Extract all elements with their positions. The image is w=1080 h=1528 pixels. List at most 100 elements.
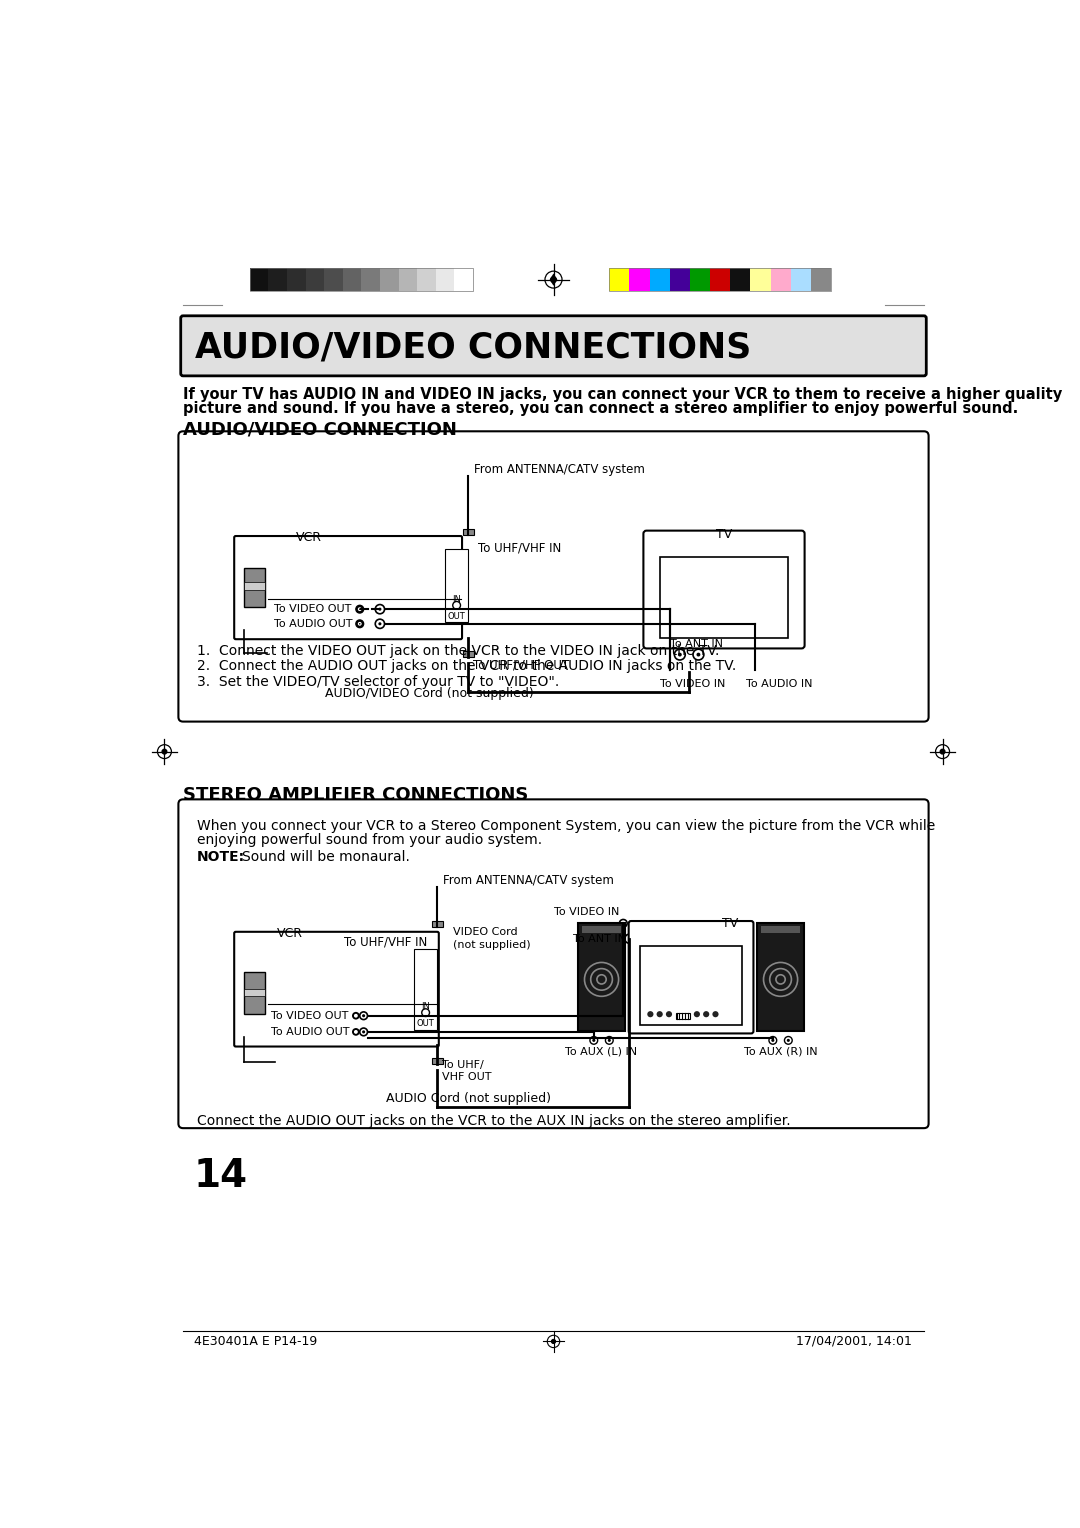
Circle shape <box>608 1039 611 1042</box>
Circle shape <box>647 1012 653 1018</box>
Circle shape <box>375 619 384 628</box>
Circle shape <box>619 920 627 927</box>
Text: VCR: VCR <box>276 927 303 940</box>
Text: picture and sound. If you have a stereo, you can connect a stereo amplifier to e: picture and sound. If you have a stereo,… <box>183 402 1018 416</box>
Circle shape <box>354 1030 357 1034</box>
Circle shape <box>378 608 381 611</box>
Text: VCR: VCR <box>296 532 322 544</box>
Bar <box>432 921 443 927</box>
Text: enjoying powerful sound from your audio system.: enjoying powerful sound from your audio … <box>197 833 542 847</box>
Text: 4E30401A E P14-19: 4E30401A E P14-19 <box>194 1335 318 1348</box>
Text: If your TV has AUDIO IN and VIDEO IN jacks, you can connect your VCR to them to : If your TV has AUDIO IN and VIDEO IN jac… <box>183 387 1063 402</box>
Text: To ANT IN: To ANT IN <box>670 639 723 649</box>
Bar <box>578 923 625 1031</box>
Circle shape <box>362 1015 365 1018</box>
Text: To VIDEO IN: To VIDEO IN <box>661 678 726 689</box>
Text: VHF OUT: VHF OUT <box>442 1073 491 1082</box>
Circle shape <box>360 1028 367 1036</box>
Text: IN: IN <box>453 594 461 604</box>
Text: AUDIO/VIDEO CONNECTION: AUDIO/VIDEO CONNECTION <box>183 420 457 439</box>
Text: IN: IN <box>421 1002 430 1012</box>
Circle shape <box>162 749 166 753</box>
Bar <box>630 267 649 292</box>
Bar <box>463 529 474 535</box>
Circle shape <box>357 622 362 626</box>
Bar <box>417 267 435 292</box>
Circle shape <box>657 1012 663 1018</box>
Text: 1.  Connect the VIDEO OUT jack on the VCR to the VIDEO IN jack on the TV.: 1. Connect the VIDEO OUT jack on the VCR… <box>197 643 719 659</box>
Bar <box>306 267 324 292</box>
FancyBboxPatch shape <box>234 932 438 1047</box>
Circle shape <box>592 1039 595 1042</box>
Circle shape <box>552 1340 555 1343</box>
Bar <box>463 651 474 657</box>
Bar <box>399 267 417 292</box>
Text: From ANTENNA/CATV system: From ANTENNA/CATV system <box>474 463 646 475</box>
Text: From ANTENNA/CATV system: From ANTENNA/CATV system <box>444 874 615 888</box>
Text: To UHF/: To UHF/ <box>442 1060 484 1071</box>
Circle shape <box>356 605 364 613</box>
Circle shape <box>359 608 361 610</box>
Circle shape <box>941 749 945 753</box>
Bar <box>445 549 469 622</box>
Bar <box>342 267 362 292</box>
Text: VIDEO Cord: VIDEO Cord <box>453 927 517 937</box>
Bar <box>380 267 399 292</box>
Bar <box>710 267 730 292</box>
Text: To AUDIO OUT: To AUDIO OUT <box>274 619 353 630</box>
Circle shape <box>422 1008 430 1016</box>
Bar <box>676 1013 690 1019</box>
Text: OUT: OUT <box>448 613 465 622</box>
Bar <box>811 267 831 292</box>
Bar <box>243 582 266 590</box>
Text: NOTE:: NOTE: <box>197 850 245 865</box>
Circle shape <box>693 649 704 660</box>
Bar <box>243 989 266 996</box>
Circle shape <box>606 1036 613 1044</box>
Text: To AUX (L) IN: To AUX (L) IN <box>566 1047 637 1056</box>
Bar <box>287 267 306 292</box>
Bar <box>362 267 380 292</box>
Bar <box>661 556 787 637</box>
Text: Connect the AUDIO OUT jacks on the VCR to the AUX IN jacks on the stereo amplifi: Connect the AUDIO OUT jacks on the VCR t… <box>197 1114 791 1128</box>
Circle shape <box>354 1013 357 1018</box>
Circle shape <box>786 1039 789 1042</box>
Circle shape <box>352 1012 360 1019</box>
Text: To UHF/VHF IN: To UHF/VHF IN <box>477 542 561 555</box>
Bar <box>324 267 342 292</box>
Circle shape <box>703 1012 710 1018</box>
Bar <box>649 267 670 292</box>
Bar <box>640 946 742 1025</box>
Circle shape <box>378 622 381 625</box>
Text: 14: 14 <box>194 1157 248 1195</box>
Text: (not supplied): (not supplied) <box>453 940 530 950</box>
Circle shape <box>693 1012 700 1018</box>
Bar <box>249 267 268 292</box>
FancyBboxPatch shape <box>629 921 754 1033</box>
FancyBboxPatch shape <box>180 316 927 376</box>
Polygon shape <box>550 274 557 286</box>
Circle shape <box>359 623 361 625</box>
Bar <box>249 267 473 292</box>
Text: AUDIO/VIDEO Cord (not supplied): AUDIO/VIDEO Cord (not supplied) <box>325 688 534 700</box>
FancyBboxPatch shape <box>234 536 462 639</box>
Circle shape <box>362 1030 365 1033</box>
Bar <box>414 949 437 1030</box>
Circle shape <box>453 602 460 610</box>
Text: To VIDEO OUT: To VIDEO OUT <box>274 604 352 614</box>
Text: To AUDIO OUT: To AUDIO OUT <box>271 1027 349 1038</box>
Text: Sound will be monaural.: Sound will be monaural. <box>242 850 409 865</box>
Circle shape <box>666 1012 672 1018</box>
Circle shape <box>360 1012 367 1019</box>
Text: TV: TV <box>721 917 738 931</box>
Text: AUDIO/VIDEO CONNECTIONS: AUDIO/VIDEO CONNECTIONS <box>195 330 752 364</box>
Bar <box>770 267 791 292</box>
Circle shape <box>356 620 364 628</box>
Text: 3.  Set the VIDEO/TV selector of your TV to "VIDEO".: 3. Set the VIDEO/TV selector of your TV … <box>197 675 559 689</box>
Circle shape <box>771 1039 774 1042</box>
Bar <box>761 926 800 932</box>
Bar <box>757 923 804 1031</box>
Bar <box>670 267 690 292</box>
Circle shape <box>625 934 634 943</box>
Text: To UHF/VHF IN: To UHF/VHF IN <box>345 935 428 949</box>
